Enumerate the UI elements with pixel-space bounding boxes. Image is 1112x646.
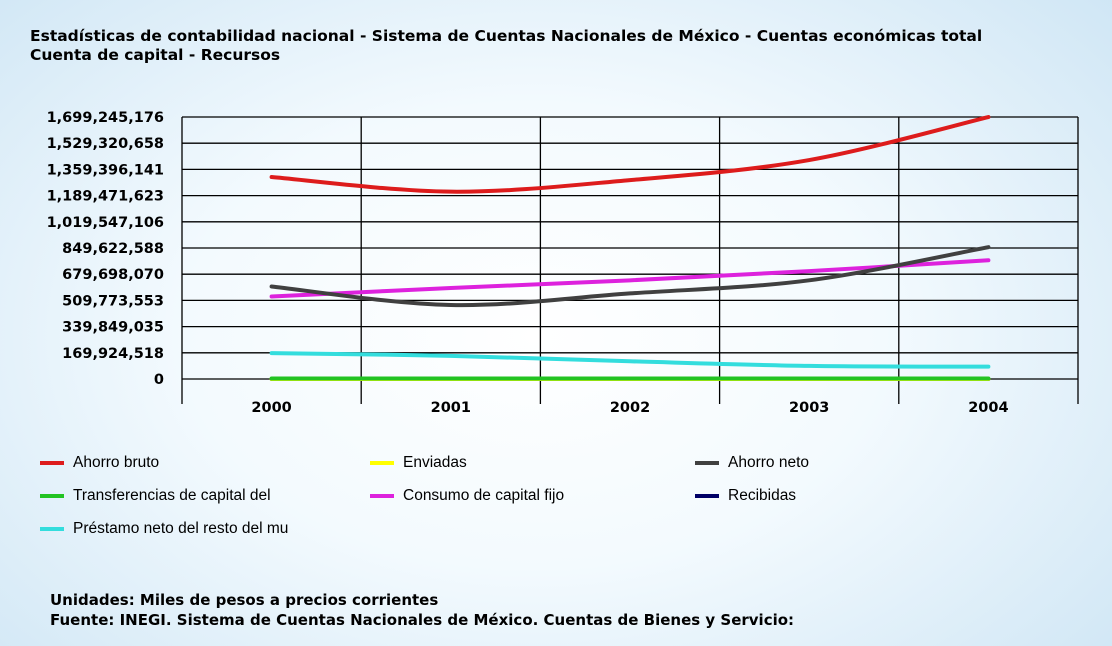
chart-subtitle: Cuenta de capital - Recursos [30,46,281,64]
legend-swatch [695,461,719,465]
chart-legend: Ahorro bruto Enviadas Ahorro neto Transfere… [40,453,1100,553]
series-line-ahorro-neto [269,245,991,308]
legend-swatch [370,461,394,465]
x-tick-label: 2004 [968,400,1008,416]
legend-label: Recibidas [728,487,797,504]
legend-swatch [40,527,64,531]
y-tick-label: 509,773,553 [62,293,164,309]
y-tick-label: 1,019,547,106 [47,215,164,231]
x-tick-label: 2002 [610,400,650,416]
legend-item: Ahorro neto [695,453,809,473]
y-tick-label: 1,189,471,623 [47,189,164,205]
y-tick-label: 1,699,245,176 [47,110,164,126]
legend-label: Ahorro bruto [73,454,160,471]
x-tick-label: 2001 [431,400,471,416]
y-tick-label: 849,622,588 [62,241,164,257]
x-tick-label: 2003 [789,400,829,416]
legend-item: Consumo de capital fijo [370,486,564,506]
legend-label: Enviadas [403,454,467,471]
legend-swatch [40,461,64,465]
chart-footer: Unidades: Miles de pesos a precios corri… [50,590,930,630]
source-note: Fuente: INEGI. Sistema de Cuentas Nacion… [50,611,795,629]
y-tick-label: 169,924,518 [62,346,164,362]
legend-item: Transferencias de capital del [40,486,271,506]
legend-label: Préstamo neto del resto del mu [73,520,289,537]
legend-item: Ahorro bruto [40,453,159,473]
y-tick-label: 339,849,035 [62,320,164,336]
legend-label: Consumo de capital fijo [403,487,565,504]
legend-item: Recibidas [695,486,796,506]
legend-swatch [370,494,394,498]
legend-item: Préstamo neto del resto del mu [40,519,288,539]
x-tick-label: 2000 [251,400,291,416]
legend-swatch [695,494,719,498]
y-tick-label: 1,529,320,658 [47,136,164,152]
legend-swatch [40,494,64,498]
legend-label: Transferencias de capital del [73,487,271,504]
units-note: Unidades: Miles de pesos a precios corri… [50,591,439,609]
chart-title-block: Estadísticas de contabilidad nacional - … [30,27,1110,65]
legend-label: Ahorro neto [728,454,809,471]
chart-title: Estadísticas de contabilidad nacional - … [30,27,983,45]
series-line-ahorro-bruto [269,115,991,194]
legend-item: Enviadas [370,453,467,473]
y-tick-label: 679,698,070 [62,267,164,283]
series-lines [269,115,991,382]
chart-grid [181,116,1079,404]
y-tick-label: 0 [154,372,164,388]
series-line-consumo-de-capital-fijo [269,258,991,299]
y-axis-ticks: 0 169,924,518 339,849,035 509,773,553 679,69… [47,110,164,388]
series-line-prestamo-neto-del-resto-del-mu [269,351,991,369]
y-tick-label: 1,359,396,141 [47,162,164,178]
x-axis-ticks: 2000 2001 2002 2003 2004 [251,400,1008,416]
